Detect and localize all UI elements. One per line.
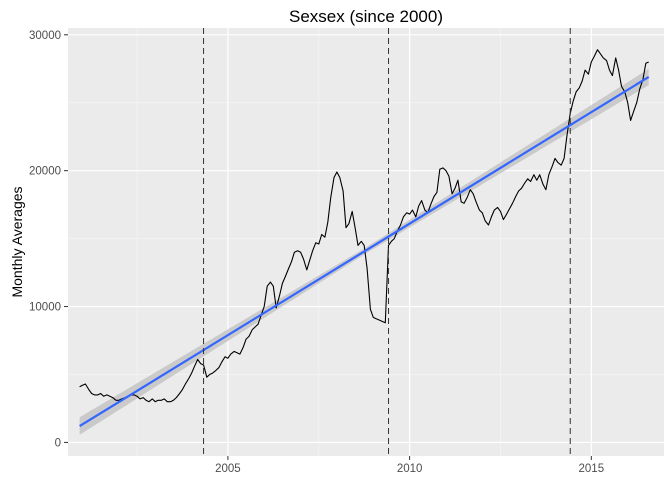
y-axis-label: Monthly Averages [9, 186, 25, 297]
trend-line-path [79, 75, 650, 428]
reference-lines [203, 28, 571, 456]
y-tick-label: 0 [55, 437, 61, 449]
tick-labels: 2005 2010 2015 0 10000 20000 30000 [29, 30, 604, 475]
major-gridlines [68, 28, 664, 456]
chart-title: Sexsex (since 2000) [289, 7, 443, 26]
x-tick-label: 2015 [579, 463, 605, 475]
x-tick-label: 2010 [397, 463, 423, 475]
plot-background [68, 28, 664, 456]
y-tick-label: 30000 [29, 30, 61, 42]
axis-ticks [64, 34, 592, 460]
y-tick-label: 10000 [29, 302, 61, 314]
data-series-path [79, 49, 649, 403]
y-tick-label: 20000 [29, 166, 61, 178]
x-tick-label: 2005 [215, 463, 241, 475]
trend-line [79, 75, 650, 428]
data-line [79, 49, 649, 403]
